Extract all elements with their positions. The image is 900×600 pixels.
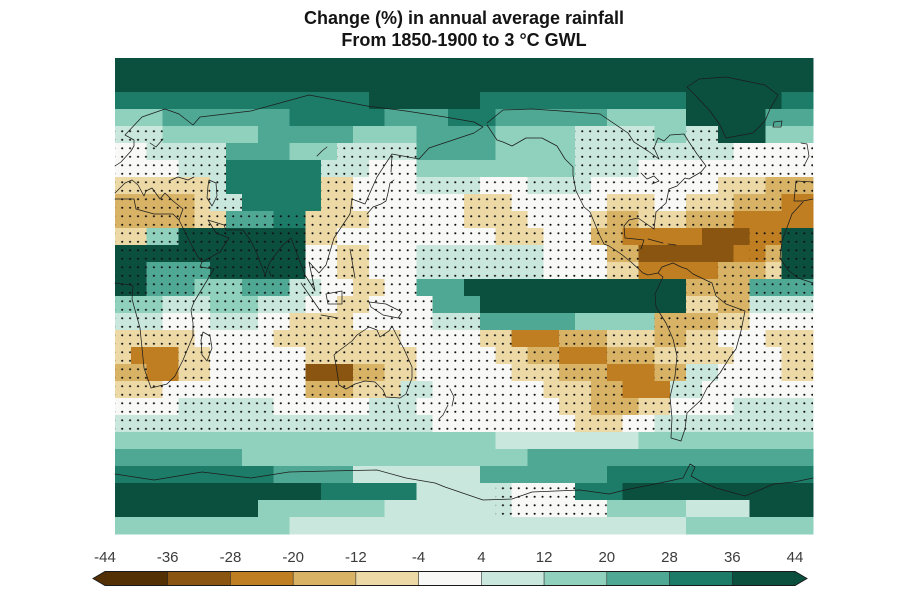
coastline-africa-north-coast xyxy=(114,198,180,221)
chart-title: Change (%) in annual average rainfall Fr… xyxy=(14,7,900,51)
coastline-eurasia xyxy=(114,94,484,292)
coastline-africa-main xyxy=(114,261,215,389)
coastline-britain xyxy=(800,142,810,165)
significance-stipple-layer xyxy=(115,126,813,517)
coastline-new-zealand-south xyxy=(438,404,449,420)
coastline-black-sea xyxy=(168,176,195,182)
coastline-great-lakes xyxy=(640,172,660,185)
colorbar-tick-label: -28 xyxy=(220,549,242,566)
coastline-caspian-sea xyxy=(206,179,218,207)
coastline-sumatra xyxy=(300,282,322,313)
coastline-iberia xyxy=(793,180,814,202)
coastline-south-america xyxy=(654,262,746,442)
colorbar-tick-label: 44 xyxy=(787,549,804,566)
coastline-north-america-east xyxy=(486,108,707,230)
coastline-north-america-west xyxy=(486,124,659,276)
coastline-hispaniola xyxy=(667,243,677,246)
coastline-new-zealand-north xyxy=(449,388,455,407)
coastline-japan xyxy=(366,179,395,215)
coastline-madagascar xyxy=(200,331,213,362)
colorbar-tick-label: 20 xyxy=(598,549,615,566)
colorbar-tick-label: -12 xyxy=(345,549,367,566)
coastline-australia xyxy=(333,325,413,399)
colorbar xyxy=(92,571,808,586)
chart-title-line2: From 1850-1900 to 3 °C GWL xyxy=(341,30,587,50)
coastline-cuba xyxy=(647,238,664,244)
coastlines-layer xyxy=(114,76,814,501)
colorbar-tick-label: 12 xyxy=(536,549,553,566)
coastline-greenland xyxy=(686,76,779,139)
coastline-west-africa xyxy=(779,201,814,284)
coastline-sakhalin xyxy=(390,155,393,173)
coastline-iceland xyxy=(772,120,783,128)
colorbar-tick-label: -20 xyxy=(282,549,304,566)
colorbar-tick-label: -36 xyxy=(157,549,179,566)
coastline-tasmania xyxy=(397,404,401,413)
colorbar-tick-label: 28 xyxy=(661,549,678,566)
coastline-antarctica xyxy=(114,463,814,501)
colorbar-tick-label: 36 xyxy=(724,549,741,566)
coastline-baltic-sea xyxy=(149,138,164,148)
coastline-borneo xyxy=(325,290,343,305)
coastline-lake-baikal xyxy=(316,146,328,157)
coastline-new-guinea xyxy=(368,301,403,319)
coastline-sri-lanka xyxy=(268,270,272,277)
coastline-philippines xyxy=(349,248,356,279)
coastline-gulf-of-mexico xyxy=(623,217,655,250)
colorbar-tick-label: -4 xyxy=(412,549,425,566)
colorbar-tick-label: -44 xyxy=(94,549,116,566)
coastline-java xyxy=(320,314,339,319)
colorbar-tick-label: 4 xyxy=(477,549,485,566)
chart-title-line1: Change (%) in annual average rainfall xyxy=(303,8,625,28)
colorbar-tick-labels: -44 -36 -28 -20 -12 -4 4 12 20 28 36 44 xyxy=(94,549,803,566)
